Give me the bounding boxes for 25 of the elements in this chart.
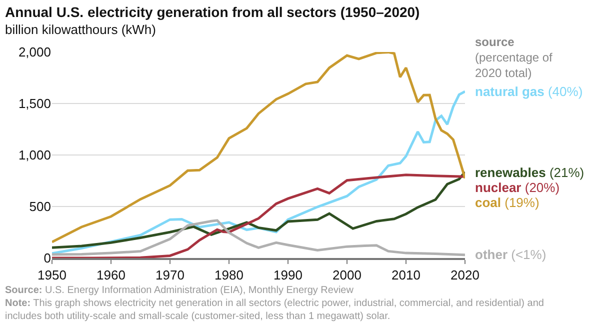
x-tick-label: 1990 <box>274 267 302 282</box>
y-tick-label: 0 <box>44 250 51 266</box>
x-tick-label: 1980 <box>214 267 244 282</box>
series-label: natural gas (40%) <box>475 84 583 99</box>
series-label: other (<1%) <box>475 247 546 262</box>
series-label: nuclear (20%) <box>475 180 560 195</box>
y-tick-label: 1,500 <box>18 96 51 112</box>
source-note: Source: U.S. Energy Information Administration (EIA), Monthly Energy Review <box>5 285 354 296</box>
y-tick-label: 1,000 <box>18 148 51 163</box>
x-tick-label: 1950 <box>38 267 66 282</box>
y-tick-label: 500 <box>29 199 51 214</box>
line-series <box>52 52 465 244</box>
x-tick-label: 2020 <box>450 267 480 282</box>
chart-subtitle: billion kilowatthours (kWh) <box>5 22 156 37</box>
line-series <box>52 219 465 256</box>
y-tick-label: 2,000 <box>18 44 51 60</box>
text: Note: This graph shows electricity net generation in all sectors (electric power, industrial, commercial, and residential) and includes both utility-scale and small-scale (customer-sited, less than 1 megawatt) solar. <box>5 298 544 322</box>
x-tick-label: 2000 <box>332 267 362 282</box>
x-tick-label: 1970 <box>156 267 184 282</box>
chart-title: Annual U.S. electricity generation from all sectors (1950–2020) <box>5 4 420 20</box>
x-tick-label: 2010 <box>392 267 420 282</box>
x-tick-label: 1960 <box>96 267 126 282</box>
series-label: renewables (21%) <box>475 165 584 180</box>
legend-title: source (percentage of 2020 total) <box>475 35 554 80</box>
series-label: coal (19%) <box>475 195 540 210</box>
